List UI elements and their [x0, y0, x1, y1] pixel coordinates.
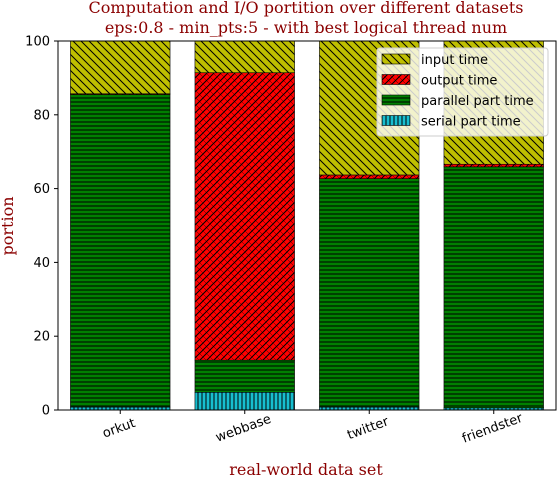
legend-label-input-time: input time	[421, 53, 488, 68]
x-tick-label-twitter: twitter	[345, 414, 391, 443]
y-tick-label-20: 20	[33, 330, 50, 345]
bar-parallel-part-time-orkut	[70, 94, 171, 408]
y-axis-label: portion	[0, 196, 17, 255]
bar-input-time-orkut	[70, 40, 171, 95]
legend-swatch-input-time	[381, 53, 411, 65]
x-axis-label: real-world data set	[229, 460, 383, 479]
bar-output-time-webbase	[194, 72, 295, 361]
x-tick-label-webbase: webbase	[214, 412, 274, 446]
chart-title: Computation and I/O portition over diffe…	[89, 0, 524, 17]
bar-parallel-part-time-friendster	[443, 166, 544, 409]
y-tick-label-100: 100	[25, 35, 50, 50]
legend-box	[376, 47, 549, 137]
y-tick-label-80: 80	[33, 108, 50, 123]
bar-parallel-part-time-webbase	[194, 359, 295, 393]
bar-serial-part-time-webbase	[194, 391, 295, 411]
axes-frame	[57, 40, 557, 411]
legend-swatch-output-time	[381, 74, 411, 85]
bar-output-time-friendster	[443, 163, 544, 168]
legend-label-parallel-part-time: parallel part time	[421, 94, 534, 109]
legend: input time output time parallel part time s…	[376, 47, 549, 137]
y-tick-label-40: 40	[33, 256, 50, 271]
chart-subtitle: eps:0.8 - min_pts:5 - with best logical …	[105, 18, 507, 37]
legend-swatch-serial-part-time	[381, 115, 411, 126]
bar-input-time-webbase	[194, 40, 295, 74]
x-tick-label-friendster: friendster	[460, 411, 525, 447]
bar-parallel-part-time-twitter	[319, 178, 420, 408]
y-tick-label-60: 60	[33, 182, 50, 197]
legend-label-output-time: output time	[421, 74, 497, 89]
legend-label-serial-part-time: serial part time	[421, 115, 521, 130]
y-tick-label-0: 0	[42, 404, 50, 419]
x-tick-label-orkut: orkut	[101, 416, 138, 442]
legend-swatch-parallel-part-time	[381, 94, 411, 106]
bar-output-time-twitter	[319, 174, 420, 179]
